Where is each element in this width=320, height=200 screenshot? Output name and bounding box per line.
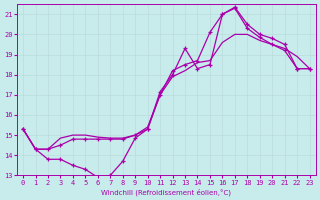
X-axis label: Windchill (Refroidissement éolien,°C): Windchill (Refroidissement éolien,°C) xyxy=(101,188,231,196)
